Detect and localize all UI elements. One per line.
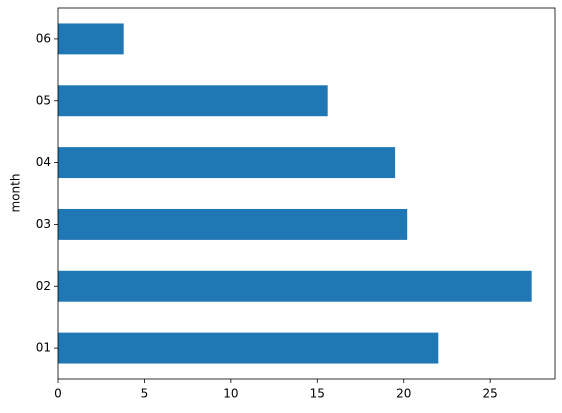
- bar: [58, 85, 328, 117]
- x-tick-label: 25: [483, 387, 498, 401]
- y-tick-label: 01: [36, 341, 51, 355]
- y-tick-label: 03: [36, 217, 51, 231]
- x-tick-label: 10: [223, 387, 238, 401]
- bar: [58, 270, 532, 302]
- x-tick-label: 0: [54, 387, 62, 401]
- bar: [58, 23, 124, 55]
- bar: [58, 208, 408, 240]
- x-tick-label: 20: [396, 387, 411, 401]
- y-tick-label: 06: [36, 31, 51, 45]
- y-tick-label: 05: [36, 93, 51, 107]
- plot-frame: [57, 7, 556, 380]
- x-tick-label: 15: [310, 387, 325, 401]
- y-axis-label: month: [9, 174, 23, 213]
- x-tick-label: 5: [141, 387, 149, 401]
- y-tick-label: 04: [36, 155, 51, 169]
- bar: [58, 332, 439, 364]
- bar: [58, 147, 396, 179]
- y-tick-label: 02: [36, 279, 51, 293]
